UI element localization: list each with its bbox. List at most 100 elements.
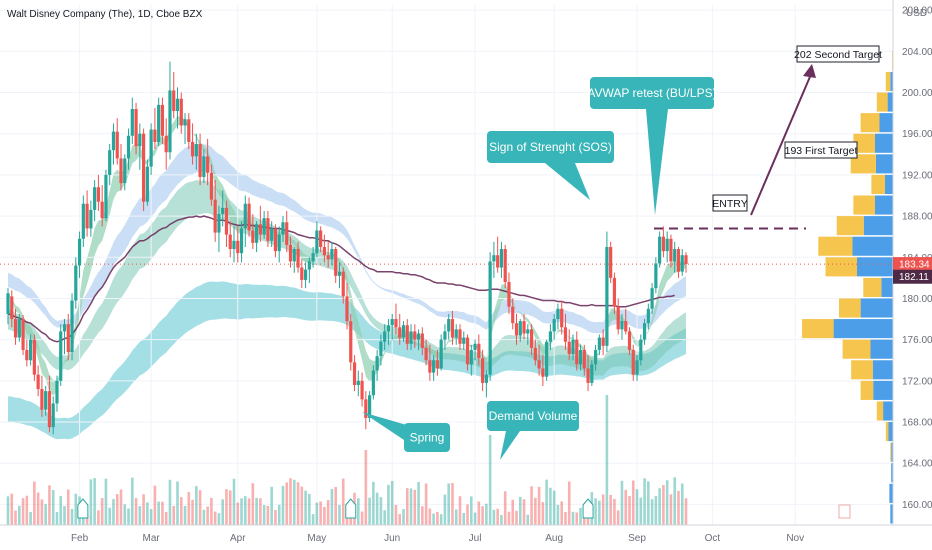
candle — [356, 370, 360, 397]
first-target-tag[interactable]: 193 First Target — [784, 141, 858, 159]
candle-body — [277, 234, 281, 252]
volume-bar — [390, 480, 394, 525]
vp-bar-yellow — [876, 401, 884, 421]
candle-body — [111, 131, 116, 151]
candle-body — [529, 329, 534, 348]
candle-body — [654, 263, 658, 289]
volume-bar — [289, 478, 292, 525]
candle — [631, 344, 635, 381]
x-tick-label: Mar — [143, 533, 161, 544]
volume-bar — [10, 493, 14, 525]
candle-body — [62, 324, 67, 332]
candle — [522, 313, 526, 340]
volume-bar — [74, 493, 78, 525]
spring-callout-box — [404, 423, 450, 452]
candle — [232, 226, 236, 263]
earnings-marker[interactable] — [77, 498, 89, 519]
candle-body — [594, 349, 598, 365]
candle — [665, 231, 669, 263]
second-target-tag-text: 202 Second Target — [794, 49, 882, 61]
demand-volume-callout-pointer — [500, 431, 520, 460]
future-earnings-icon[interactable] — [838, 504, 851, 519]
sos-callout[interactable]: Sign of Strenght (SOS) — [487, 131, 614, 200]
volume-bar — [601, 494, 605, 525]
candle-body — [119, 158, 123, 184]
volume-bar — [421, 506, 424, 525]
candle-body — [85, 203, 89, 229]
candle — [62, 319, 67, 355]
candle — [221, 190, 225, 227]
candle-body — [273, 228, 278, 252]
vp-bar-blue — [852, 236, 893, 256]
vp-bar-blue — [863, 216, 893, 236]
second-target-tag[interactable]: 202 Second Target — [794, 45, 882, 63]
volume-bar — [526, 514, 530, 525]
candle — [179, 92, 183, 134]
candle — [447, 313, 451, 340]
volume-bar — [605, 395, 609, 525]
candle — [575, 331, 579, 371]
candle-body — [130, 109, 134, 136]
sos-callout-pointer — [545, 163, 590, 200]
candle-body — [25, 349, 29, 361]
candle — [609, 241, 613, 284]
candle — [477, 334, 481, 366]
candle-body — [77, 238, 82, 266]
volume-bar — [85, 513, 89, 525]
candle-body — [394, 319, 398, 328]
candle-body — [635, 360, 639, 375]
candle-body — [81, 203, 85, 239]
candle — [51, 396, 55, 435]
candle-body — [469, 349, 473, 365]
candle — [47, 375, 52, 433]
candle-body — [96, 187, 100, 202]
volume-bar — [108, 507, 111, 525]
y-tick-label: 168.00 — [902, 418, 932, 429]
candle-body — [454, 329, 458, 338]
volume-bar — [296, 482, 300, 525]
candle-body — [334, 249, 338, 276]
y-tick-label: 172.00 — [902, 376, 932, 387]
spring-callout-text: Spring — [410, 431, 445, 445]
volume-bar — [123, 504, 127, 525]
vp-bar-yellow — [839, 298, 861, 318]
candle — [10, 290, 14, 328]
volume-bar — [259, 498, 262, 525]
candle-body — [315, 230, 319, 254]
candle — [258, 205, 262, 242]
candle — [620, 313, 624, 340]
grid-layer — [0, 5, 893, 525]
earnings-marker[interactable] — [582, 498, 594, 519]
candle-body — [17, 319, 21, 338]
spring-callout[interactable]: Spring — [362, 412, 450, 452]
candle-body — [209, 172, 213, 200]
lines-layer — [0, 215, 893, 343]
candle — [560, 300, 564, 335]
demand-volume-callout[interactable]: Demand Volume — [487, 401, 579, 460]
sos-callout-box — [487, 131, 614, 163]
volume-bar — [537, 486, 541, 525]
candle — [334, 246, 338, 284]
volume-bar — [394, 504, 398, 525]
demand-volume-callout-box — [487, 401, 579, 431]
candle — [288, 236, 293, 268]
vp-bar-yellow — [851, 360, 873, 380]
candle — [676, 246, 681, 278]
entry-tag-text: ENTRY — [712, 198, 747, 210]
earnings-icon — [77, 498, 89, 519]
candle-body — [160, 104, 165, 136]
candle — [567, 329, 571, 361]
volume-bar — [413, 489, 417, 525]
avwap-retest-callout[interactable]: AVWAP retest (BU/LPS) — [587, 77, 717, 215]
candle — [281, 216, 285, 242]
earnings-marker[interactable] — [345, 498, 357, 519]
candle-body — [55, 380, 59, 404]
candle-body — [40, 389, 44, 410]
candle-body — [59, 331, 63, 381]
candle — [326, 241, 330, 268]
volume-bar — [439, 514, 443, 525]
volume-bar — [48, 485, 51, 525]
vp-bar-blue — [833, 319, 893, 339]
entry-tag[interactable]: ENTRY — [712, 194, 748, 212]
